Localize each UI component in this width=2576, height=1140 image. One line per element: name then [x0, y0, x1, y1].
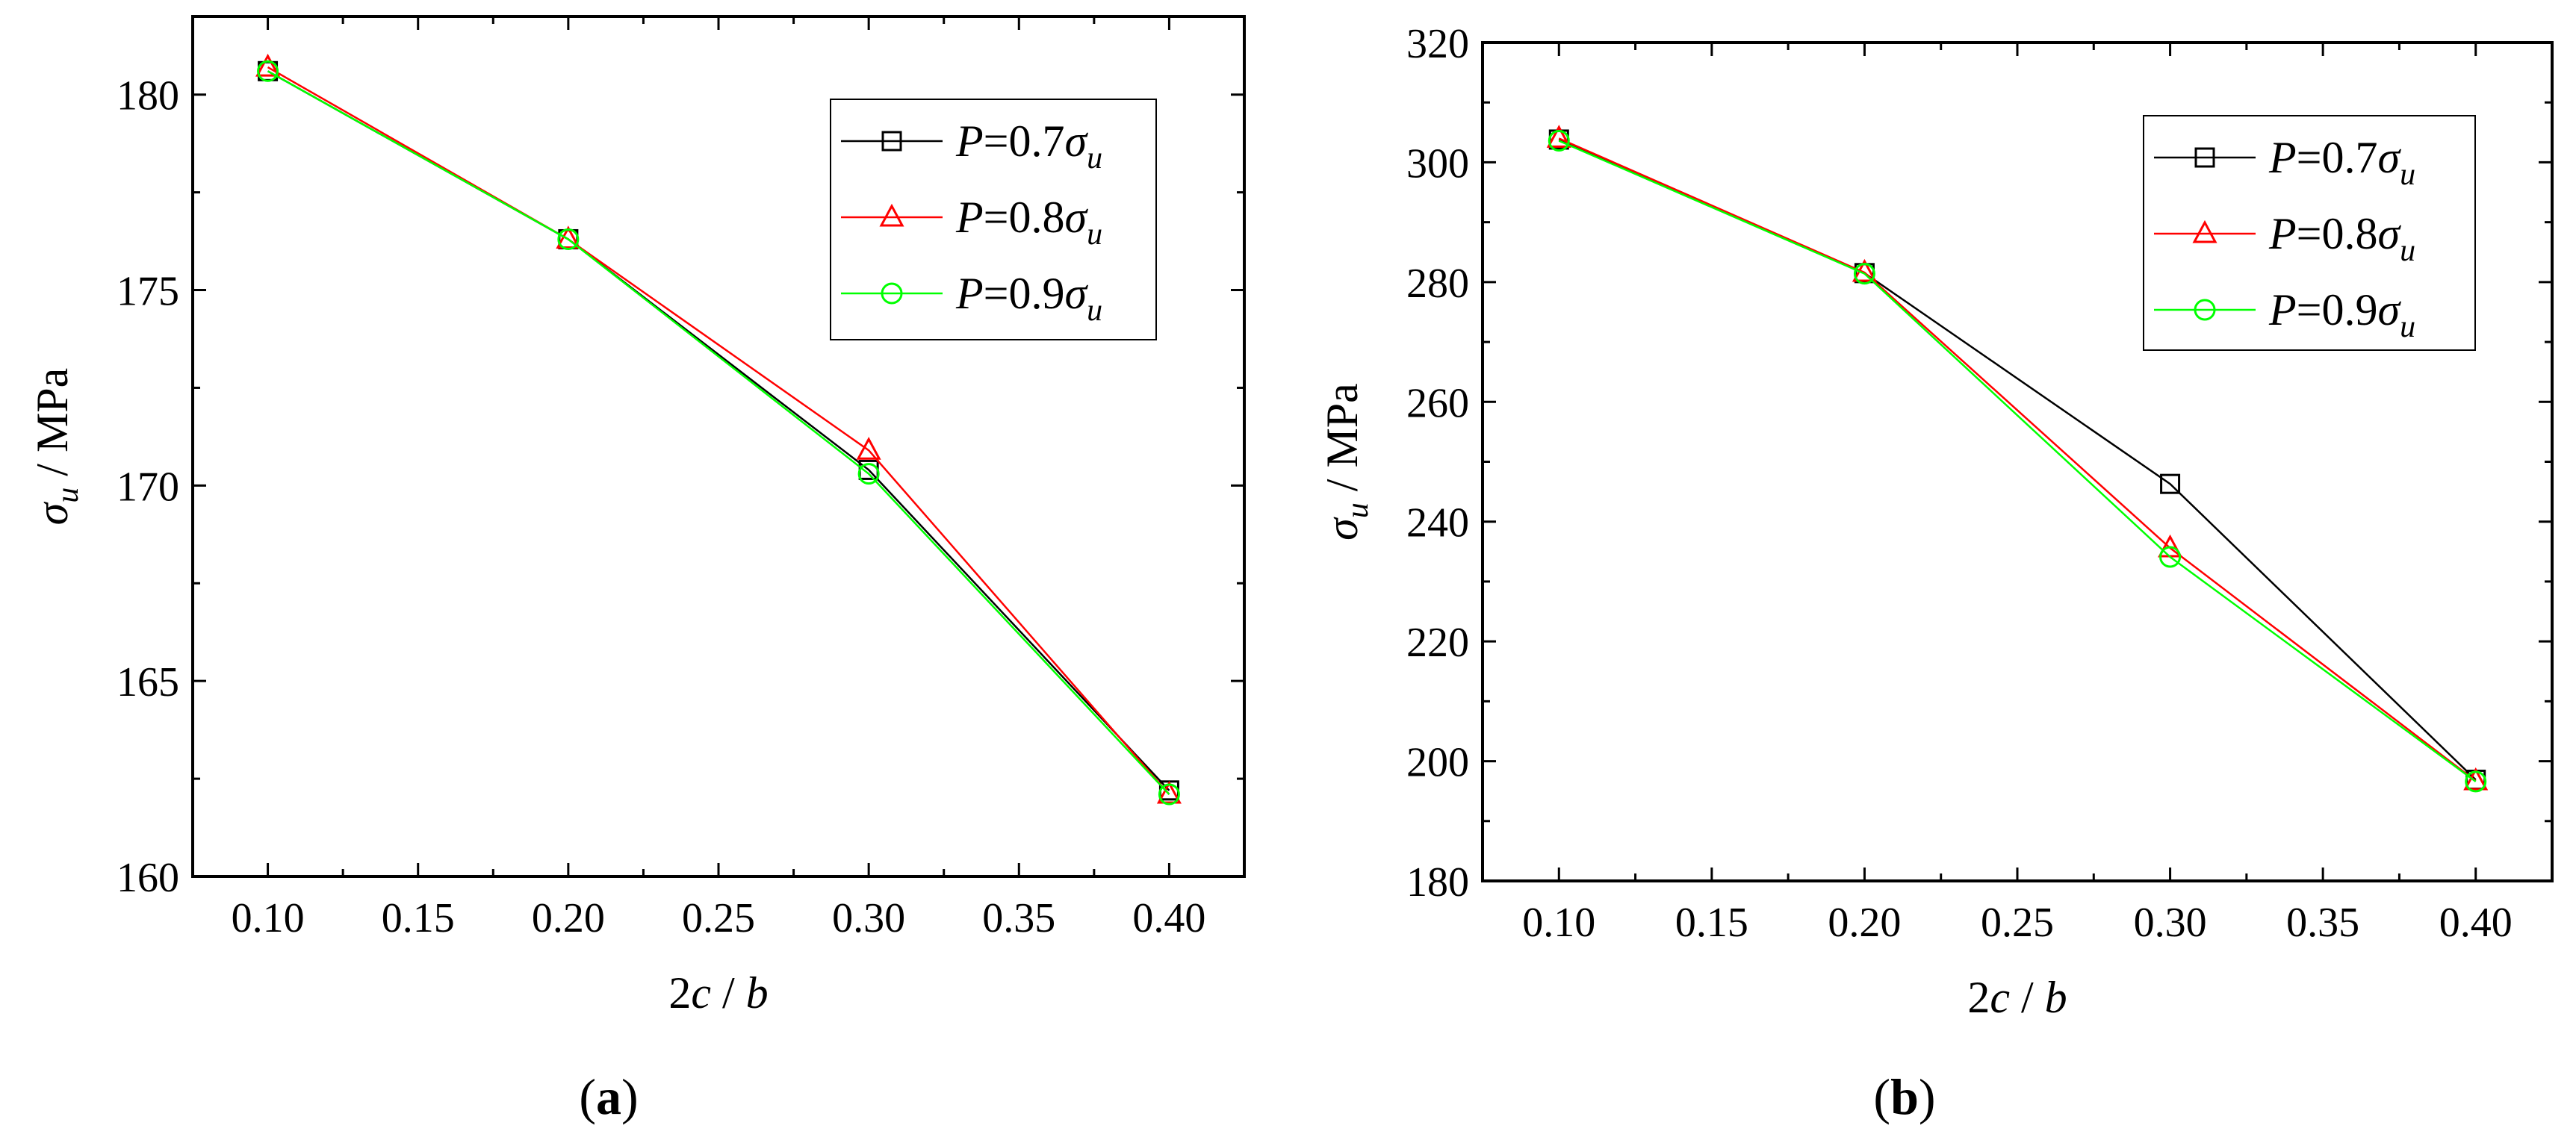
chart-panel-b: 0.10 0.15 0.20 0.25 0.30 0.35 0.40 180 200 220 240… — [1318, 21, 2554, 1125]
legend-marker — [2194, 299, 2216, 321]
legend-marker — [881, 131, 902, 152]
x-tick-label: 0.25 — [682, 895, 755, 941]
x-tick-label: 0.15 — [1675, 900, 1748, 946]
x-tick-label: 0.40 — [1132, 895, 1205, 941]
y-tick-label: 180 — [1406, 859, 1469, 906]
legend: P=0.7σu P=0.8σu P=0.9σu — [2143, 115, 2476, 351]
series-line — [1558, 137, 2477, 782]
y-tick-label: 300 — [1406, 140, 1469, 187]
series-3 — [1548, 130, 2487, 793]
legend-label: P=0.9σu — [955, 269, 1102, 328]
panel-caption: (b) — [1873, 1068, 1935, 1125]
legend-label: P=0.7σu — [955, 116, 1102, 175]
x-tick-label: 0.30 — [2134, 900, 2207, 946]
x-tick-label: 0.25 — [1981, 900, 2054, 946]
y-tick-label: 170 — [117, 464, 179, 510]
x-tick-label: 0.35 — [982, 895, 1055, 941]
legend-entry: P=0.8σu — [841, 193, 1102, 252]
legend-label: P=0.8σu — [955, 193, 1102, 252]
x-tick-label: 0.10 — [232, 895, 305, 941]
legend-entry: P=0.7σu — [841, 116, 1102, 175]
data-point — [556, 225, 581, 249]
x-tick-label: 0.20 — [1828, 900, 1901, 946]
data-point — [2160, 473, 2181, 494]
data-point — [1156, 780, 1182, 804]
data-point — [2463, 767, 2489, 791]
y-tick-label: 280 — [1406, 261, 1469, 307]
data-point — [557, 228, 580, 250]
x-tick-label: 0.30 — [832, 895, 905, 941]
y-tick-label: 240 — [1406, 500, 1469, 546]
y-tick-label: 175 — [117, 269, 179, 315]
panel-caption: (a) — [579, 1068, 638, 1125]
series-line — [267, 70, 1170, 795]
x-tick-label: 0.10 — [1522, 900, 1595, 946]
y-tick-label: 220 — [1406, 620, 1469, 666]
data-point — [255, 53, 281, 77]
y-tick-label: 200 — [1406, 740, 1469, 786]
legend-entry: P=0.9σu — [2154, 285, 2415, 344]
legend-entry: P=0.8σu — [2154, 209, 2415, 268]
legend-marker — [2192, 219, 2217, 243]
x-axis-title: 2c / b — [1967, 973, 2067, 1022]
legend-marker — [2194, 147, 2215, 168]
x-tick-label: 0.40 — [2439, 900, 2513, 946]
y-tick-label: 160 — [117, 855, 179, 901]
data-point — [1548, 130, 1570, 152]
data-point — [856, 437, 881, 460]
y-tick-label: 180 — [117, 73, 179, 119]
series-3 — [257, 60, 1180, 806]
x-tick-label: 0.35 — [2286, 900, 2359, 946]
y-tick-label: 320 — [1406, 21, 1469, 67]
data-point — [2159, 546, 2182, 568]
legend-marker — [881, 282, 903, 305]
legend-label: P=0.9σu — [2268, 285, 2415, 344]
legend-entry: P=0.9σu — [841, 269, 1102, 328]
series-2 — [255, 53, 1182, 804]
data-point — [1546, 125, 1571, 148]
y-axis-title: σu / MPa — [28, 368, 85, 526]
x-axis-title: 2c / b — [668, 968, 768, 1018]
x-tick-label: 0.15 — [382, 895, 455, 941]
legend-entry: P=0.7σu — [2154, 133, 2415, 192]
data-point — [857, 463, 880, 485]
series-line — [1558, 140, 2477, 782]
chart-panel-a: 0.10 0.15 0.20 0.25 0.30 0.35 0.40 160 165 170 175… — [28, 15, 1246, 1125]
series-line — [267, 66, 1170, 795]
data-point — [1853, 263, 1875, 285]
x-tick-label: 0.20 — [532, 895, 605, 941]
legend-label: P=0.8σu — [2268, 209, 2415, 268]
data-point — [1158, 783, 1180, 806]
y-tick-label: 260 — [1406, 380, 1469, 426]
y-tick-label: 165 — [117, 659, 179, 706]
data-point — [2465, 770, 2487, 793]
legend-marker — [879, 203, 904, 227]
y-axis-title: σu / MPa — [1318, 383, 1375, 541]
legend: P=0.7σu P=0.8σu P=0.9σu — [830, 99, 1157, 340]
data-point — [257, 60, 279, 82]
legend-label: P=0.7σu — [2268, 133, 2415, 192]
